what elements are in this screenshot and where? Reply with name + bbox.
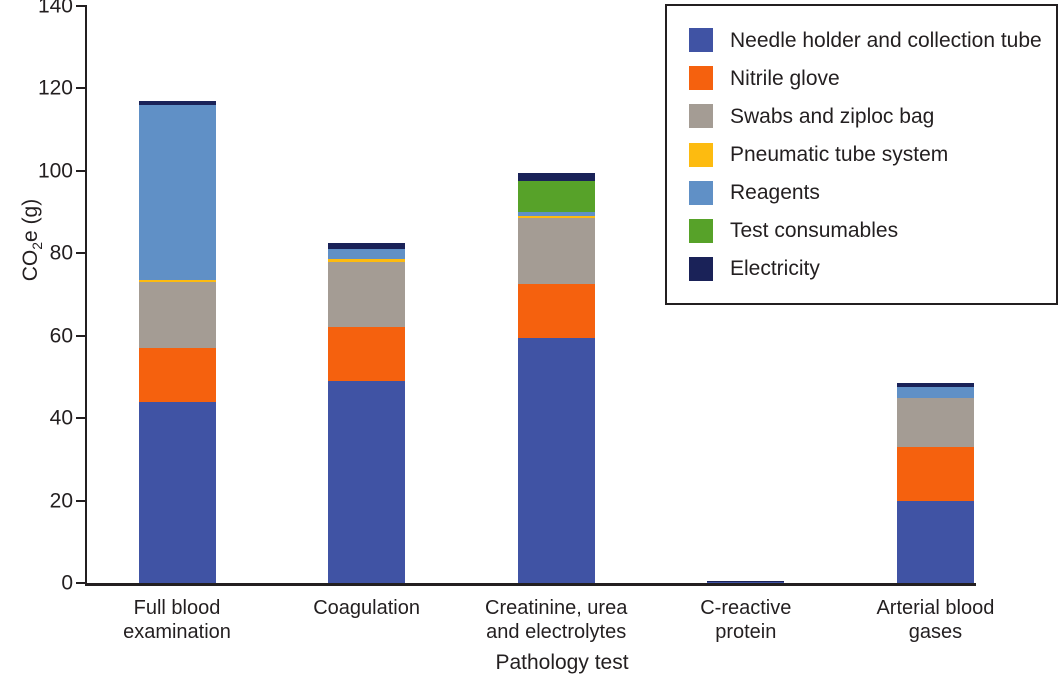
legend-item-needle-holder-and-collection-tube: Needle holder and collection tube <box>689 28 1056 53</box>
x-tick-label-c-reactive-protein: C-reactive protein <box>700 597 792 644</box>
bar-segment-needle-holder-and-collection-tube <box>707 581 785 583</box>
legend-label-electricity: Electricity <box>730 257 820 281</box>
legend-swatch-pneumatic-tube-system <box>689 142 713 167</box>
bar-segment-pneumatic-tube-system <box>517 216 595 219</box>
bar-segment-pneumatic-tube-system <box>138 280 216 283</box>
bar-segment-electricity <box>707 580 785 582</box>
legend-swatch-swabs-and-ziploc-bag <box>689 104 713 129</box>
legend-label-reagents: Reagents <box>730 181 820 205</box>
y-tick-120 <box>76 87 85 90</box>
legend-swatch-nitrile-glove <box>689 66 713 91</box>
bar-segment-reagents <box>896 387 974 398</box>
bar-segment-swabs-and-ziploc-bag <box>896 397 974 447</box>
legend-label-test-consumables: Test consumables <box>730 219 899 243</box>
legend-item-electricity: Electricity <box>689 256 1056 281</box>
y-tick-label-20: 20 <box>49 489 73 513</box>
plot-area: 0 20 40 60 80 100 120 140 Full blood examination… <box>38 0 994 643</box>
y-tick-100 <box>76 169 85 172</box>
bar-segment-electricity <box>517 172 595 182</box>
y-tick-40 <box>76 417 85 420</box>
y-tick-label-100: 100 <box>37 159 73 183</box>
legend-swatch-test-consumables <box>689 218 713 243</box>
bar-segment-swabs-and-ziploc-bag <box>328 261 406 328</box>
bar-segment-reagents <box>328 249 406 260</box>
legend-label-swabs-and-ziploc-bag: Swabs and ziploc bag <box>730 104 935 128</box>
y-tick-label-120: 120 <box>37 76 73 100</box>
bar-segment-reagents <box>517 212 595 217</box>
bar-segment-nitrile-glove <box>138 348 216 402</box>
bar-segment-electricity <box>138 100 216 105</box>
y-tick-label-80: 80 <box>49 241 73 265</box>
bar-segment-needle-holder-and-collection-tube <box>517 337 595 583</box>
bar-segment-nitrile-glove <box>328 327 406 382</box>
bar-segment-swabs-and-ziploc-bag <box>517 218 595 285</box>
x-tick-label-coagulation: Coagulation <box>313 597 420 619</box>
legend-item-swabs-and-ziploc-bag: Swabs and ziploc bag <box>689 104 1056 129</box>
legend-item-reagents: Reagents <box>689 180 1056 205</box>
y-tick-label-140: 140 <box>37 0 73 18</box>
y-tick-label-60: 60 <box>49 324 73 348</box>
y-axis-title-post: e (g) <box>18 198 42 242</box>
x-axis-spine <box>85 583 976 586</box>
bar-segment-electricity <box>896 383 974 388</box>
bar-c-reactive-protein <box>707 6 785 583</box>
y-tick-0 <box>76 582 85 584</box>
bar-creatinine-urea-and-electrolytes <box>517 6 595 583</box>
bar-segment-reagents <box>138 104 216 281</box>
y-axis-spine <box>85 5 87 586</box>
legend-swatch-needle-holder-and-collection-tube <box>689 28 713 53</box>
x-tick-label-creatinine-urea-and-electrolytes: Creatinine, urea and electrolytes <box>485 597 628 644</box>
bar-segment-needle-holder-and-collection-tube <box>328 381 406 583</box>
bar-segment-electricity <box>328 243 406 250</box>
x-tick-label-arterial-blood-gases: Arterial blood gases <box>876 597 995 644</box>
y-tick-20 <box>76 499 85 502</box>
bar-segment-nitrile-glove <box>517 284 595 338</box>
bar-arterial-blood-gases <box>896 6 974 583</box>
bar-segment-test-consumables <box>517 181 595 213</box>
y-tick-60 <box>76 334 85 337</box>
y-axis-title: CO2e (g) <box>19 199 45 281</box>
y-tick-140 <box>76 5 85 7</box>
bar-coagulation <box>328 6 406 583</box>
legend-swatch-reagents <box>689 180 713 205</box>
y-tick-80 <box>76 252 85 255</box>
bar-segment-needle-holder-and-collection-tube <box>896 500 974 583</box>
legend-swatch-electricity <box>689 256 713 281</box>
bar-full-blood-examination <box>138 6 216 583</box>
bar-segment-needle-holder-and-collection-tube <box>138 401 216 583</box>
y-tick-label-0: 0 <box>61 571 73 595</box>
bar-segment-nitrile-glove <box>896 447 974 501</box>
legend-item-test-consumables: Test consumables <box>689 218 1056 243</box>
legend: Needle holder and collection tube Nitrile… <box>665 4 1058 305</box>
x-axis-title: Pathology test <box>495 651 629 674</box>
bar-segment-swabs-and-ziploc-bag <box>138 282 216 349</box>
legend-label-pneumatic-tube-system: Pneumatic tube system <box>730 143 949 166</box>
bar-segment-pneumatic-tube-system <box>328 259 406 262</box>
legend-label-nitrile-glove: Nitrile glove <box>730 66 840 90</box>
y-tick-label-40: 40 <box>49 406 73 430</box>
legend-item-pneumatic-tube-system: Pneumatic tube system <box>689 142 1056 167</box>
x-tick-label-full-blood-examination: Full blood examination <box>123 597 231 644</box>
legend-label-needle-holder-and-collection-tube: Needle holder and collection tube <box>730 28 1042 52</box>
legend-item-nitrile-glove: Nitrile glove <box>689 66 1056 91</box>
